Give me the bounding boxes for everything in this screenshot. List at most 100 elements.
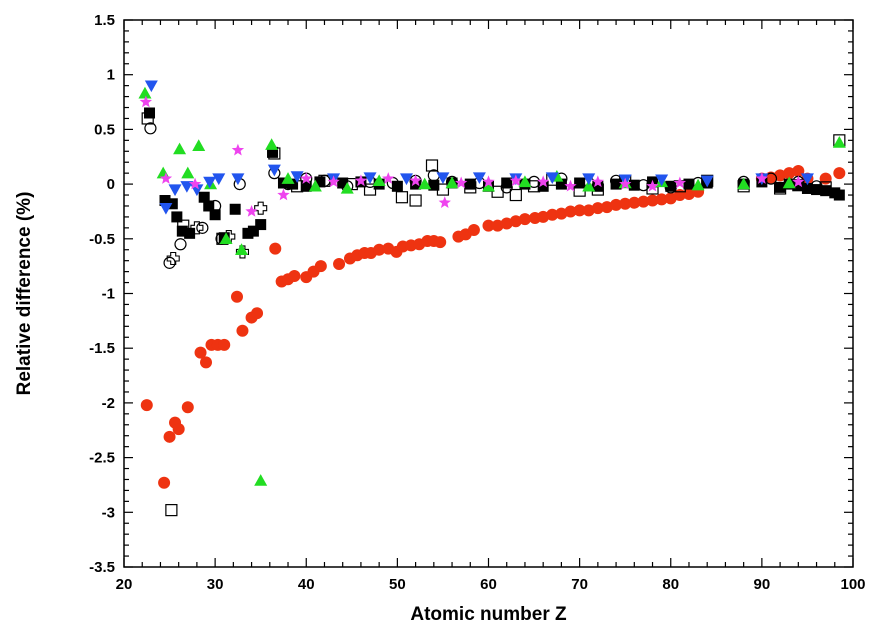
data-point [198,191,210,203]
data-point [140,399,153,412]
data-point [501,177,513,189]
data-point [434,236,447,249]
data-point [235,243,249,255]
data-point [144,122,157,135]
data-point [327,175,340,188]
data-point [546,208,559,221]
data-point [482,219,495,232]
data-point [382,172,395,184]
data-point [810,180,823,193]
data-points [138,80,846,517]
data-point [811,184,823,196]
data-point [139,95,153,108]
y-tick-label: -3.5 [89,559,115,576]
x-tick-labels: 20 30 40 50 60 70 80 90 100 [116,576,866,593]
data-point [409,174,422,187]
data-point [277,188,290,201]
data-point [518,213,531,226]
data-point [354,174,368,187]
data-point [655,193,668,206]
data-point [247,225,259,237]
data-point [664,192,677,205]
data-point [700,175,714,188]
data-point [509,188,522,202]
data-point [509,174,523,187]
data-point [833,189,845,201]
data-point [472,172,486,185]
data-point [801,182,813,194]
data-point [628,196,641,209]
x-tick-label: 20 [116,576,133,593]
data-point [619,177,632,190]
data-point [425,159,439,172]
data-point [138,86,152,99]
data-point [219,232,233,244]
data-point [783,167,796,180]
data-point [592,180,604,192]
data-point [203,200,215,212]
data-point [168,184,182,197]
y-tick-label: -0.5 [89,231,115,248]
data-point [564,205,577,218]
data-point [467,224,480,237]
data-point [188,177,202,190]
data-point [372,174,386,187]
data-point [255,219,267,231]
data-point [373,243,386,256]
data-point [181,166,195,179]
data-point [166,251,180,266]
data-point [254,201,268,215]
data-point [628,179,640,191]
data-point [288,269,301,282]
x-tick-label: 100 [840,576,865,593]
y-tick-label: 1 [107,67,115,84]
data-point [254,474,268,486]
data-point [438,196,451,208]
data-point [774,169,787,182]
data-point [619,197,632,210]
y-tick-label: -2 [102,395,115,412]
data-point [144,80,158,93]
x-axis-label: Atomic number Z [410,604,567,625]
data-point [683,178,695,190]
data-point [172,423,185,436]
data-point [395,191,409,204]
data-point [673,176,687,189]
data-point [445,176,459,189]
y-tick-label: -3 [102,504,115,521]
data-point [265,138,279,150]
data-point [192,139,206,152]
data-point [555,207,568,220]
y-tick-label: 0.5 [94,121,115,138]
data-point [177,219,190,232]
data-point [267,146,279,158]
data-point [537,210,550,223]
data-point [454,176,468,189]
data-point [574,177,586,189]
data-point [159,172,173,184]
data-point [664,181,677,194]
data-point [174,238,187,251]
y-tick-label: -1 [102,286,115,303]
data-point [820,185,832,197]
data-point [600,201,613,214]
data-point [173,142,187,155]
data-point [610,178,622,190]
data-point [409,194,422,207]
data-point [646,179,659,192]
data-point [166,198,178,210]
data-point [314,176,326,188]
y-tick-label: 1.5 [94,12,115,29]
y-tick-labels: 1.5 1 0.5 0 -0.5 -1 -1.5 -2 -2.5 -3 -3.5 [89,12,115,576]
data-point [190,221,204,235]
data-point [340,181,354,194]
data-point [537,180,549,192]
data-point [573,204,586,217]
x-tick-label: 90 [754,576,771,593]
data-point [314,260,327,273]
data-point [482,175,495,188]
data-point [682,187,695,200]
data-point [655,174,669,187]
y-tick-label: -1.5 [89,340,115,357]
data-point [308,179,322,192]
